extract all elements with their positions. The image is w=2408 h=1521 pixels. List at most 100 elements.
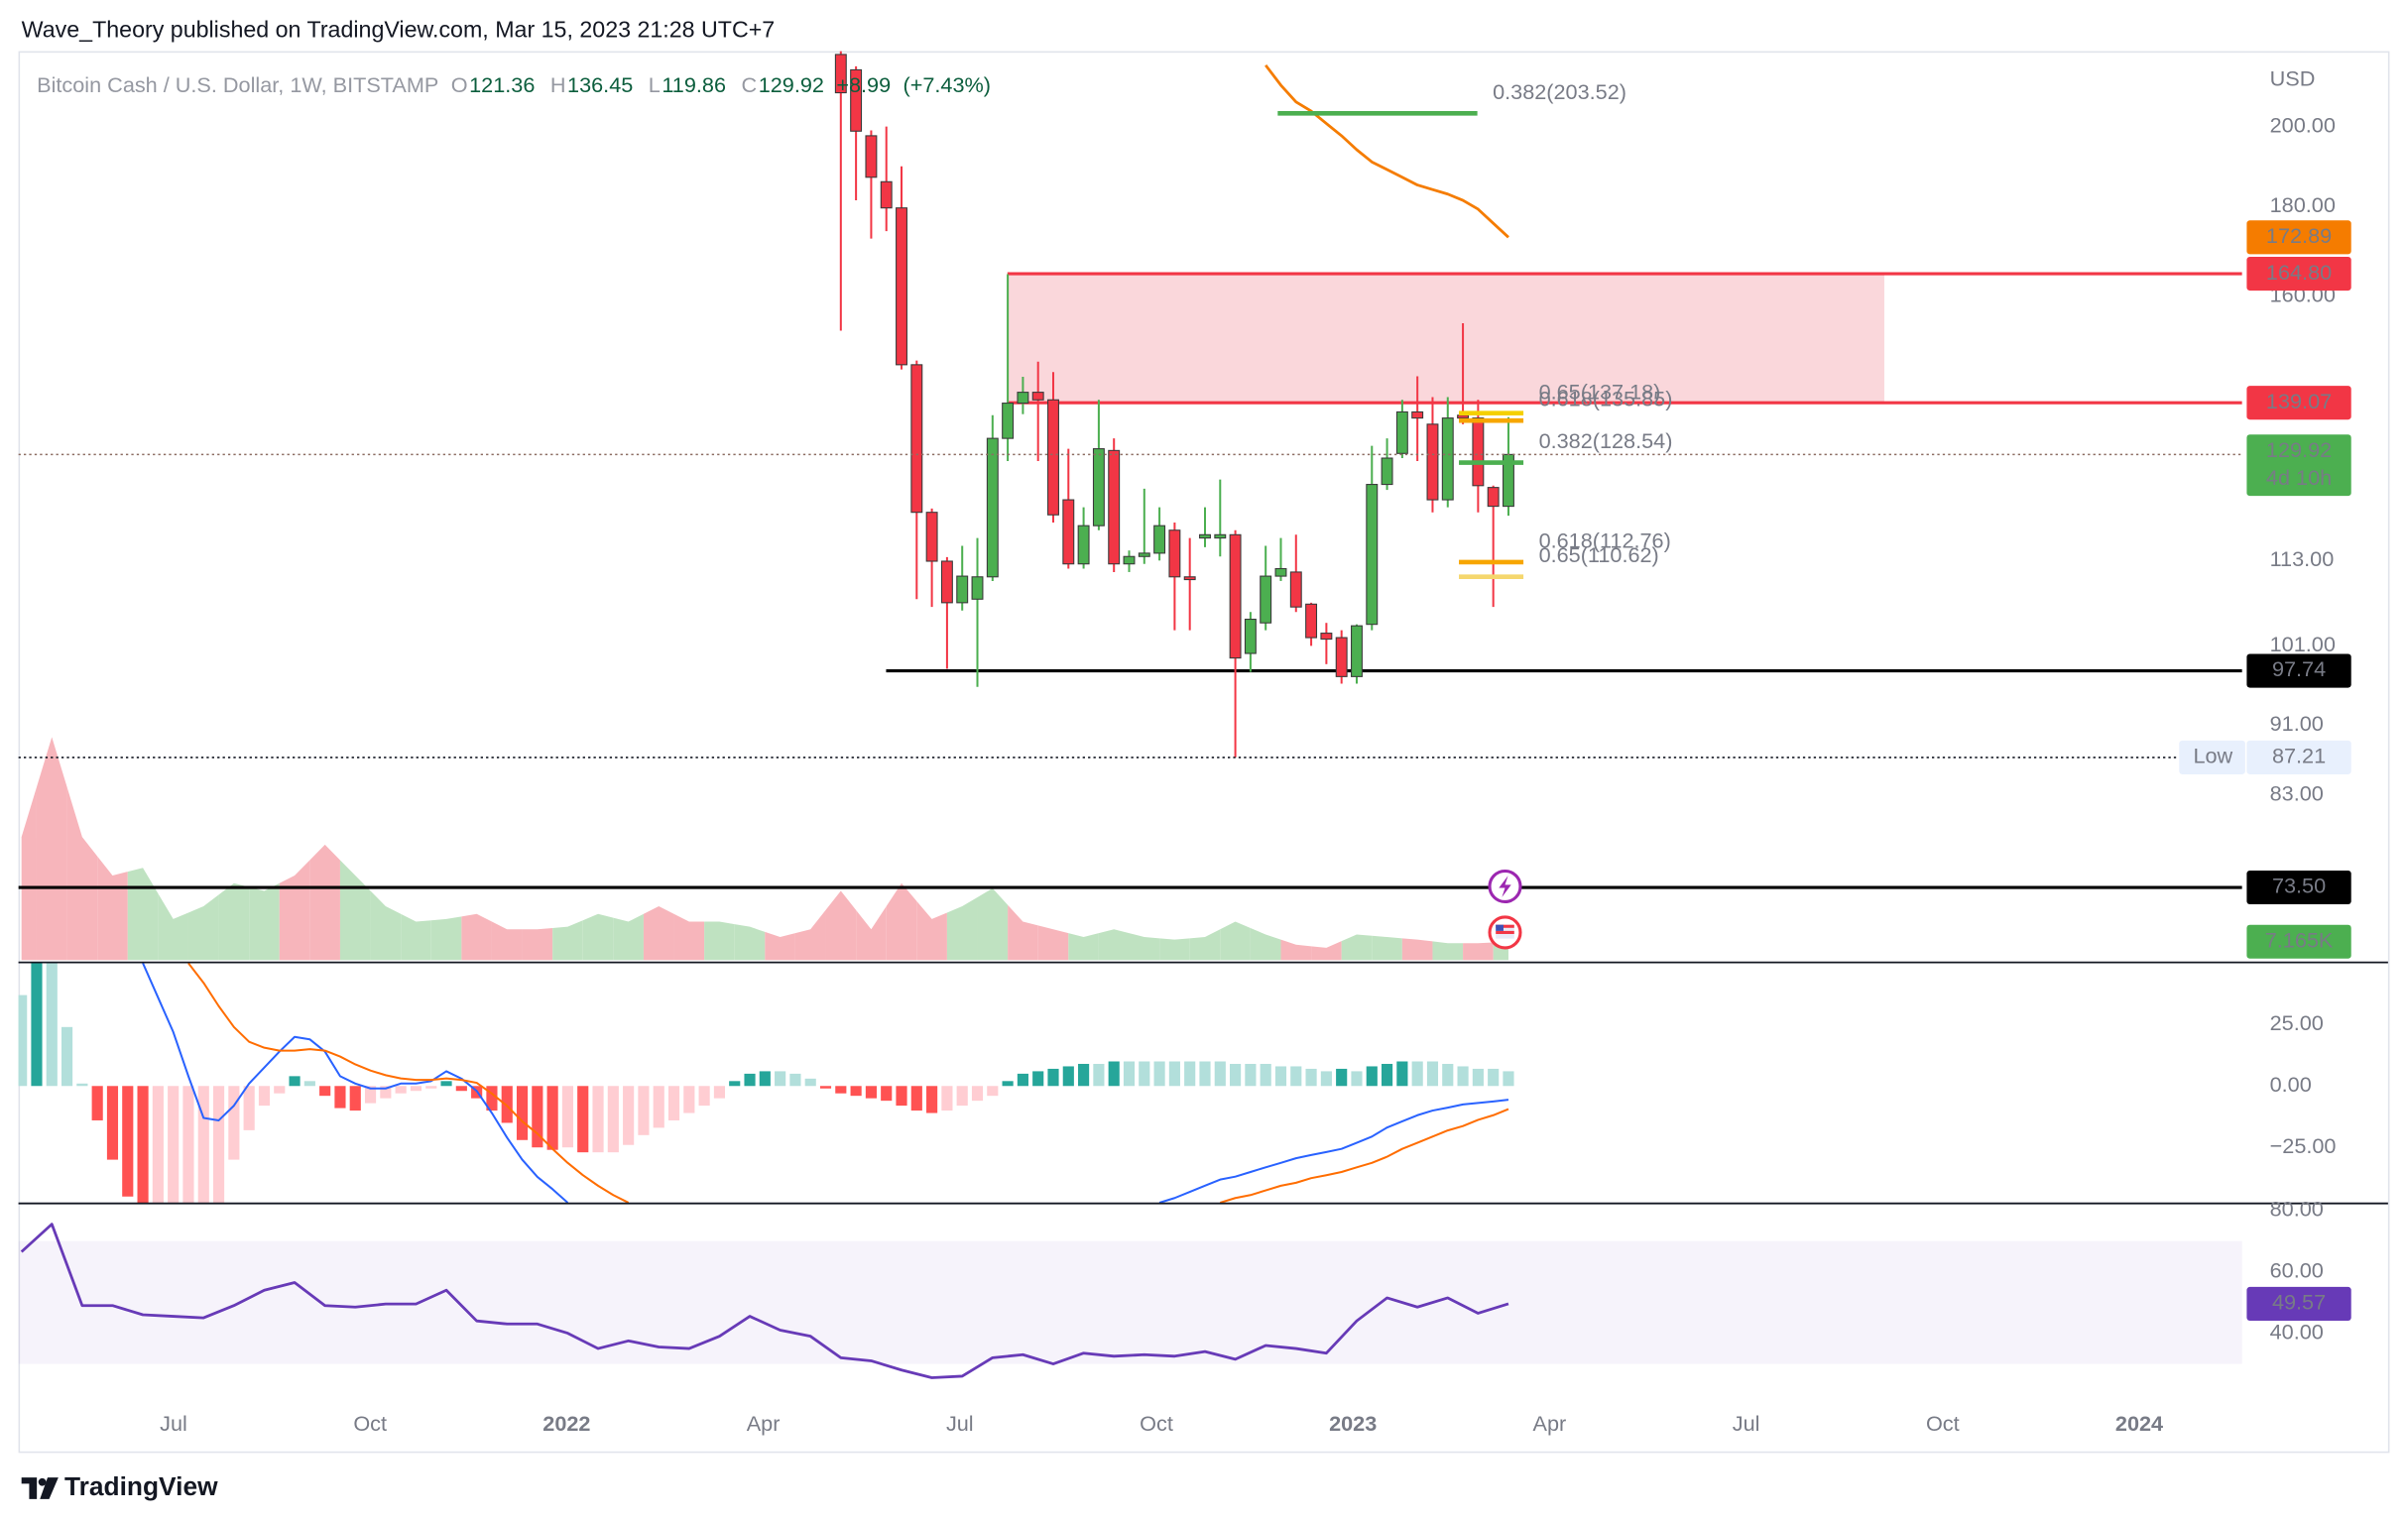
candle-body bbox=[1381, 457, 1393, 486]
volume-area bbox=[704, 921, 735, 961]
histogram-bar bbox=[775, 1071, 786, 1087]
fib-label: 0.382(128.54) bbox=[1539, 428, 1673, 453]
volume-area bbox=[552, 920, 583, 961]
volume-area bbox=[916, 900, 947, 961]
candle-body bbox=[910, 364, 923, 514]
histogram-bar bbox=[258, 1086, 271, 1107]
histogram-bar bbox=[31, 963, 43, 1087]
histogram-bar bbox=[91, 1086, 103, 1120]
legend-item: 121.36 bbox=[469, 72, 535, 97]
histogram-bar bbox=[212, 1086, 225, 1203]
x-tick-label: Jul bbox=[160, 1411, 187, 1436]
histogram-bar bbox=[1290, 1066, 1302, 1087]
histogram-bar bbox=[1457, 1066, 1469, 1087]
legend-item: +8.99 bbox=[836, 72, 891, 97]
candle-body bbox=[834, 54, 847, 94]
histogram-bar bbox=[182, 1086, 194, 1203]
candle-body bbox=[1274, 567, 1287, 577]
publisher-line: Wave_Theory published on TradingView.com… bbox=[22, 17, 776, 43]
histogram-bar bbox=[410, 1086, 422, 1092]
histogram-bar bbox=[303, 1081, 315, 1087]
legend-item: 129.92 bbox=[759, 72, 824, 97]
histogram-bar bbox=[623, 1086, 635, 1145]
candle-body bbox=[1244, 618, 1257, 654]
y-tick-label: 0.00 bbox=[2270, 1072, 2312, 1097]
legend-item: H bbox=[550, 72, 566, 97]
volume-area bbox=[1008, 904, 1038, 961]
level-badge-bg bbox=[2246, 257, 2351, 292]
volume-area bbox=[1341, 934, 1373, 961]
volume-area bbox=[158, 893, 188, 961]
low-badge: 87.21 bbox=[2272, 744, 2326, 768]
low-label: Low bbox=[2193, 744, 2232, 768]
histogram-bar bbox=[289, 1076, 301, 1087]
histogram-bar bbox=[713, 1086, 726, 1099]
histogram-bar bbox=[168, 1086, 180, 1203]
histogram-bar bbox=[1336, 1068, 1348, 1087]
volume-area bbox=[461, 913, 492, 961]
histogram-bar bbox=[1032, 1071, 1044, 1087]
volume-area bbox=[946, 896, 978, 961]
histogram-bar bbox=[926, 1086, 938, 1113]
histogram-bar bbox=[850, 1086, 862, 1097]
volume-area bbox=[370, 890, 402, 961]
legend-item: L bbox=[649, 72, 661, 97]
histogram-bar bbox=[789, 1073, 801, 1087]
histogram-bar bbox=[334, 1086, 346, 1109]
volume-area bbox=[339, 860, 371, 961]
fib-label: 0.618(135.85) bbox=[1539, 387, 1673, 411]
fib-label: 0.382(203.52) bbox=[1493, 79, 1626, 104]
histogram-bar bbox=[425, 1086, 437, 1089]
legend-item: 119.86 bbox=[662, 72, 726, 97]
candle-body bbox=[1289, 571, 1302, 608]
legend-item: (+7.43%) bbox=[903, 72, 991, 97]
candle-body bbox=[1199, 533, 1211, 539]
overlay: USD200.00180.00160.00113.00101.0091.0083… bbox=[37, 66, 2351, 1436]
volume-area bbox=[97, 856, 128, 961]
supply-zone bbox=[1007, 274, 1884, 404]
legend-item: C bbox=[742, 72, 758, 97]
histogram-bar bbox=[1382, 1063, 1393, 1087]
candle-body bbox=[1366, 484, 1379, 626]
candle-body bbox=[1214, 533, 1227, 539]
histogram-bar bbox=[1184, 1061, 1196, 1087]
x-tick-label: Jul bbox=[946, 1411, 974, 1436]
histogram-bar bbox=[607, 1086, 619, 1153]
candle-body bbox=[1305, 603, 1318, 639]
histogram-bar bbox=[46, 963, 58, 1087]
y-tick-label: 80.00 bbox=[2270, 1196, 2324, 1221]
histogram-bar bbox=[941, 1086, 953, 1112]
histogram-bar bbox=[561, 1086, 574, 1148]
volume-area bbox=[1401, 938, 1433, 961]
histogram-bar bbox=[106, 1086, 119, 1160]
macd-line bbox=[142, 963, 1509, 1203]
histogram-bar bbox=[987, 1086, 999, 1097]
histogram-bar bbox=[1214, 1061, 1226, 1087]
histogram-bar bbox=[667, 1086, 680, 1120]
candle-body bbox=[1457, 414, 1470, 419]
histogram-bar bbox=[516, 1086, 529, 1140]
legend: Bitcoin Cash / U.S. Dollar, 1W, BITSTAMP… bbox=[37, 72, 991, 97]
histogram-bar bbox=[1168, 1061, 1180, 1087]
histogram-bar bbox=[1108, 1061, 1120, 1087]
candle-body bbox=[1441, 417, 1454, 501]
event-icon bbox=[1488, 915, 1522, 950]
y-tick-label: 91.00 bbox=[2270, 711, 2324, 736]
x-tick-label: Apr bbox=[1533, 1411, 1567, 1436]
histogram-bar bbox=[122, 1086, 134, 1197]
volume-area bbox=[977, 887, 1009, 961]
candle-body bbox=[1260, 575, 1272, 624]
histogram-bar bbox=[683, 1086, 695, 1113]
volume-area bbox=[218, 882, 250, 961]
candle-body bbox=[1077, 525, 1090, 565]
candle-body bbox=[1183, 576, 1196, 581]
rsi-band bbox=[18, 1240, 2242, 1364]
candle-body bbox=[1153, 525, 1166, 554]
level-badge: 73.50 bbox=[2272, 874, 2326, 898]
candle-body bbox=[1047, 399, 1059, 516]
histogram-bar bbox=[1305, 1068, 1317, 1087]
volume-area bbox=[249, 882, 280, 961]
histogram-bar bbox=[1199, 1061, 1211, 1087]
